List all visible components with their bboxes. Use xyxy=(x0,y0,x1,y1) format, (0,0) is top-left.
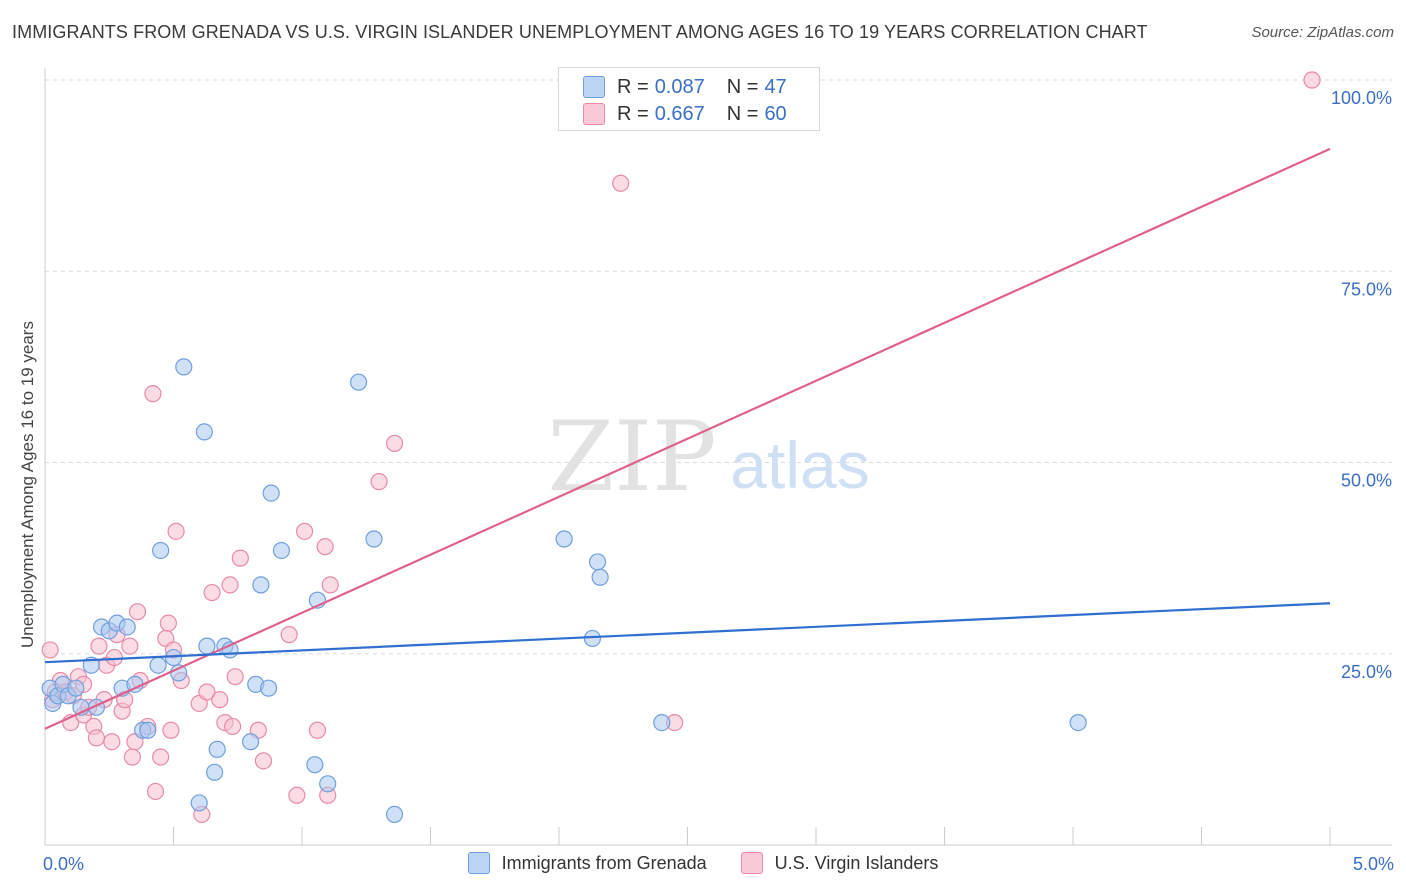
point-grenada xyxy=(319,775,337,793)
y-tick-label: 75.0% xyxy=(1341,279,1392,299)
point-virgin-islanders xyxy=(128,603,147,621)
stat-r-value: 0.667 xyxy=(654,102,705,125)
point-virgin-islanders xyxy=(231,549,249,567)
legend-swatch-blue xyxy=(467,852,490,874)
point-grenada xyxy=(385,805,404,824)
points-grenada xyxy=(41,358,1087,824)
point-grenada xyxy=(653,713,671,732)
point-grenada xyxy=(555,530,573,548)
point-virgin-islanders xyxy=(308,721,327,739)
y-tick-label: 25.0% xyxy=(1341,662,1392,682)
watermark-atlas: atlas xyxy=(730,428,869,502)
y-tick-label: 100.0% xyxy=(1331,88,1392,108)
point-grenada xyxy=(118,618,136,636)
point-grenada xyxy=(591,568,609,586)
point-grenada xyxy=(198,637,216,655)
point-virgin-islanders xyxy=(1303,71,1321,89)
point-virgin-islanders xyxy=(105,648,123,667)
point-virgin-islanders xyxy=(103,733,121,751)
trend-line-virgin-islanders xyxy=(44,147,1331,730)
point-virgin-islanders xyxy=(612,174,630,192)
point-grenada xyxy=(190,794,208,812)
point-virgin-islanders xyxy=(152,748,170,766)
legend-item-virgin-islanders[interactable]: U.S. Virgin Islanders xyxy=(740,852,939,874)
legend-label: Immigrants from Grenada xyxy=(501,852,707,873)
point-virgin-islanders xyxy=(221,576,239,594)
watermark-zip: ZIP xyxy=(547,401,716,513)
stat-n-value: 60 xyxy=(764,102,787,125)
legend-swatch-pink xyxy=(740,852,763,874)
point-virgin-islanders xyxy=(87,729,106,747)
legend-label: U.S. Virgin Islanders xyxy=(774,852,939,873)
x-tick-label: 0.0% xyxy=(43,854,84,874)
point-virgin-islanders xyxy=(295,522,314,540)
trend-lines xyxy=(44,147,1331,730)
point-virgin-islanders xyxy=(288,786,306,804)
stat-row-grenada: R = 0.087 N = 47 xyxy=(583,74,787,100)
point-virgin-islanders xyxy=(146,782,165,801)
point-grenada xyxy=(152,541,170,560)
point-grenada xyxy=(262,484,280,502)
y-tick-label: 50.0% xyxy=(1341,471,1392,491)
stats-box: R = 0.087 N = 47 R = 0.667 N = 60 xyxy=(558,67,820,131)
point-virgin-islanders xyxy=(162,721,180,739)
point-virgin-islanders xyxy=(159,614,177,632)
trend-line-grenada xyxy=(44,602,1331,664)
watermark: ZIP atlas xyxy=(547,401,869,513)
stat-swatch-pink xyxy=(583,103,605,125)
point-virgin-islanders xyxy=(203,583,221,602)
point-grenada xyxy=(175,358,193,376)
point-grenada xyxy=(306,756,324,774)
x-tick-label: 5.0% xyxy=(1353,854,1394,874)
stat-r-value: 0.087 xyxy=(654,75,705,98)
point-virgin-islanders xyxy=(316,538,334,556)
point-grenada xyxy=(67,679,85,697)
point-virgin-islanders xyxy=(224,717,242,736)
point-grenada xyxy=(588,553,607,571)
gridlines xyxy=(45,79,1392,655)
point-virgin-islanders xyxy=(385,434,404,452)
stat-swatch-blue xyxy=(583,76,605,98)
point-grenada xyxy=(149,656,167,674)
stat-n-label: N = xyxy=(726,102,759,125)
point-grenada xyxy=(252,576,270,594)
point-virgin-islanders xyxy=(198,683,216,701)
stat-row-virgin-islanders: R = 0.667 N = 60 xyxy=(583,101,787,127)
axes xyxy=(44,68,1392,846)
point-virgin-islanders xyxy=(321,576,339,594)
point-grenada xyxy=(583,629,602,648)
y-axis-label: Unemployment Among Ages 16 to 19 years xyxy=(18,321,37,648)
point-grenada xyxy=(365,530,383,548)
point-grenada xyxy=(139,721,157,739)
point-virgin-islanders xyxy=(226,668,244,686)
stat-r-label: R = xyxy=(617,75,649,98)
stat-n-label: N = xyxy=(726,75,759,98)
point-grenada xyxy=(349,373,368,391)
point-virgin-islanders xyxy=(211,691,229,709)
point-virgin-islanders xyxy=(254,752,273,770)
point-virgin-islanders xyxy=(280,626,298,644)
point-virgin-islanders xyxy=(41,641,59,659)
point-virgin-islanders xyxy=(90,637,108,655)
point-virgin-islanders xyxy=(370,473,388,491)
stat-n-value: 47 xyxy=(764,75,787,98)
source-label: Source: ZipAtlas.com xyxy=(1251,24,1394,41)
point-virgin-islanders xyxy=(167,522,185,540)
stat-r-label: R = xyxy=(617,102,649,125)
point-grenada xyxy=(242,733,260,751)
chart-title: IMMIGRANTS FROM GRENADA VS U.S. VIRGIN I… xyxy=(12,22,1148,42)
point-grenada xyxy=(272,541,291,560)
point-grenada xyxy=(206,763,224,781)
point-grenada xyxy=(259,679,278,697)
point-grenada xyxy=(195,423,213,441)
point-grenada xyxy=(208,740,226,758)
point-virgin-islanders xyxy=(123,748,141,766)
legend-item-grenada[interactable]: Immigrants from Grenada xyxy=(467,852,707,874)
legend: Immigrants from Grenada U.S. Virgin Isla… xyxy=(0,852,1406,874)
point-grenada xyxy=(1069,713,1087,732)
point-virgin-islanders xyxy=(144,385,162,403)
point-virgin-islanders xyxy=(121,637,139,655)
tick-labels: 25.0% 50.0% 75.0% 100.0% 0.0% 5.0% xyxy=(43,88,1394,874)
